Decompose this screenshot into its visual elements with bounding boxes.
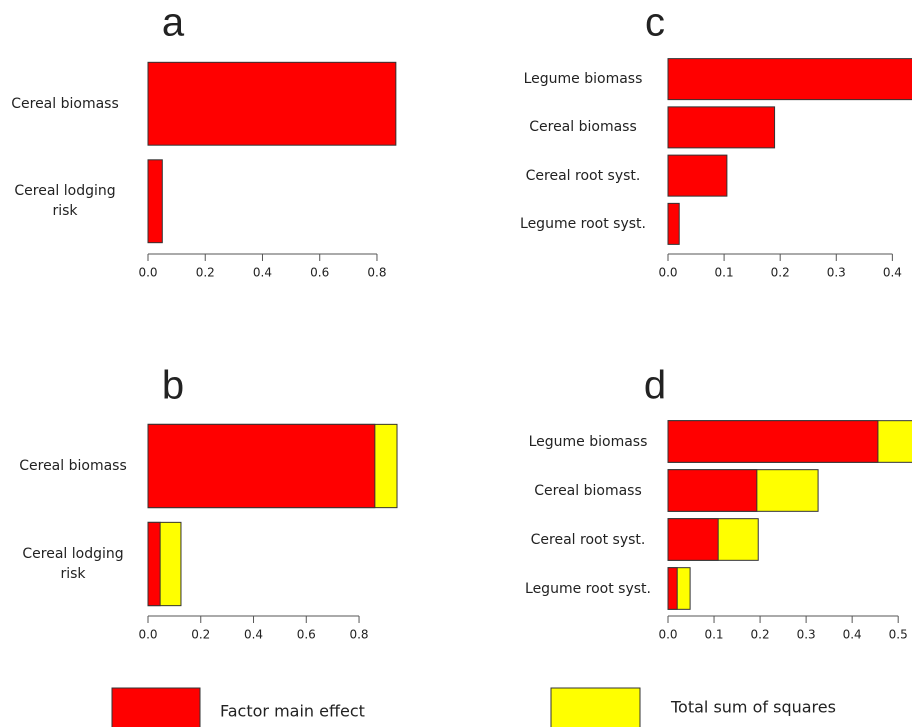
category-label-box: Legume biomass: [523, 71, 643, 88]
category-label: Cereal biomass: [11, 95, 119, 112]
x-tick-label: 0.8: [367, 266, 386, 280]
category-label: Cereal root syst.: [530, 531, 646, 548]
category-label: Cereal root syst.: [525, 167, 641, 184]
x-tick-label: 0.0: [658, 266, 677, 280]
category-label: Legume biomass: [523, 71, 643, 88]
x-tick-label: 0.0: [138, 266, 157, 280]
bar: [667, 202, 680, 245]
category-label-box: Cereal biomass: [19, 458, 127, 474]
category-label-box: Cereal lodging risk: [14, 183, 116, 220]
legend-swatch: [111, 687, 201, 727]
category-label: Cereal lodging risk: [14, 183, 116, 220]
panel-title: d: [644, 364, 666, 408]
x-tick-label: 0.2: [196, 266, 215, 280]
x-tick-label: 0.2: [771, 266, 790, 280]
x-tick-label: 0.1: [704, 628, 723, 642]
x-tick-label: 0.4: [883, 266, 902, 280]
x-tick-label: 0.3: [797, 628, 816, 642]
bar: [667, 518, 719, 561]
category-label-box: Cereal biomass: [529, 119, 637, 136]
bar: [147, 423, 376, 509]
x-tick-label: 0.3: [827, 266, 846, 280]
category-label: Cereal biomass: [534, 482, 642, 499]
category-label: Legume biomass: [528, 433, 648, 450]
bar: [147, 61, 397, 146]
category-label-box: Cereal root syst.: [525, 167, 641, 184]
category-label-box: Cereal biomass: [534, 482, 642, 499]
bar: [667, 58, 912, 101]
category-label: Cereal biomass: [19, 458, 127, 474]
x-tick-label: 0.5: [889, 628, 908, 642]
x-tick-label: 0.4: [244, 628, 263, 642]
x-tick-label: 0.1: [715, 266, 734, 280]
category-label: Legume root syst.: [525, 580, 651, 597]
bar: [667, 106, 776, 149]
bar: [147, 159, 163, 244]
panel: d Legume biomass Cereal biomass Cereal root…: [525, 364, 912, 642]
x-tick-label: 0.2: [191, 628, 210, 642]
category-label: Legume root syst.: [520, 215, 646, 232]
panel-title: b: [162, 364, 184, 408]
category-label-box: Cereal root syst.: [530, 531, 646, 548]
legend-swatch: [550, 687, 641, 727]
category-label-box: Legume biomass: [528, 433, 648, 450]
bar: [667, 420, 879, 463]
x-tick-label: 0.6: [310, 266, 329, 280]
panel: c Legume biomass Cereal biomass Cereal root…: [520, 1, 912, 280]
category-label-box: Legume root syst.: [525, 580, 651, 597]
legend-label: Factor main effect: [220, 702, 365, 721]
x-tick-label: 0.0: [658, 628, 677, 642]
x-tick-label: 0.6: [297, 628, 316, 642]
bar: [667, 469, 758, 512]
panel: a Cereal biomass Cereal lodging risk 0.0 0.2…: [11, 1, 397, 280]
bar: [667, 154, 728, 197]
category-label: Cereal biomass: [529, 119, 637, 136]
x-tick-label: 0.0: [138, 628, 157, 642]
x-tick-label: 0.4: [843, 628, 862, 642]
panel: b Cereal biomass Cereal lodging risk 0.0 0.2…: [19, 364, 398, 642]
bar: [667, 567, 678, 610]
panel-title: a: [162, 1, 185, 45]
category-label-box: Cereal biomass: [11, 95, 119, 112]
legend: Factor main effect Total sum of squares: [111, 687, 836, 727]
category-label-box: Legume root syst.: [520, 215, 646, 232]
legend-label: Total sum of squares: [670, 698, 836, 717]
bar: [147, 521, 161, 607]
category-label-box: Cereal lodging risk: [22, 546, 124, 582]
x-tick-label: 0.4: [253, 266, 272, 280]
x-tick-label: 0.2: [751, 628, 770, 642]
x-tick-label: 0.8: [349, 628, 368, 642]
panel-title: c: [645, 1, 665, 45]
category-label: Cereal lodging risk: [22, 546, 124, 582]
